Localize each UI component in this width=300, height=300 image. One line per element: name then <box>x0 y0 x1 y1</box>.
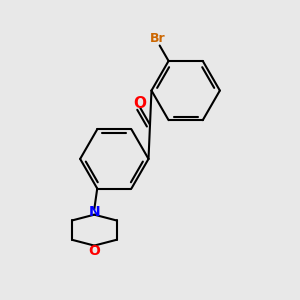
Text: O: O <box>88 244 100 258</box>
Text: N: N <box>88 205 100 219</box>
Text: Br: Br <box>150 32 166 46</box>
Text: O: O <box>133 96 146 111</box>
